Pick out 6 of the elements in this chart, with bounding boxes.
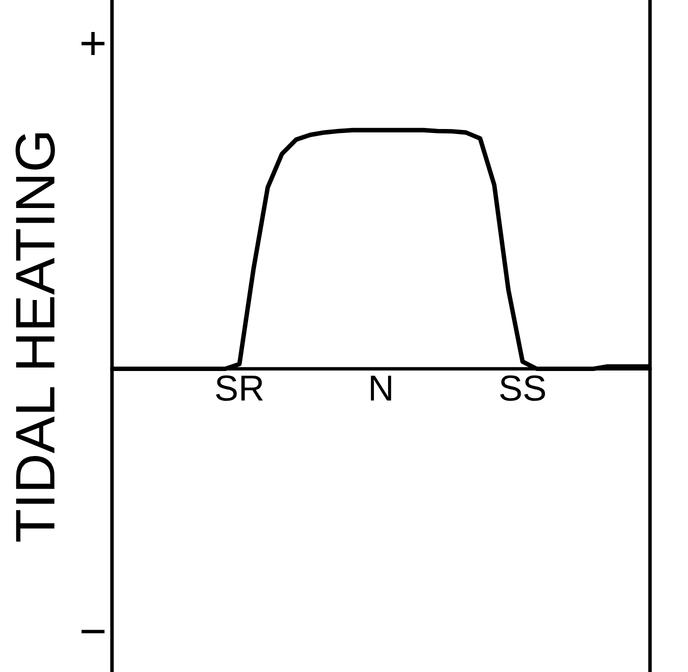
x-tick-label: SS xyxy=(500,375,546,401)
y-axis-title: TIDAL HEATING xyxy=(16,133,55,542)
x-tick-label: N xyxy=(370,376,392,401)
text: + xyxy=(82,32,104,56)
text: − xyxy=(82,630,104,634)
x-tick-label: SR xyxy=(216,375,263,401)
